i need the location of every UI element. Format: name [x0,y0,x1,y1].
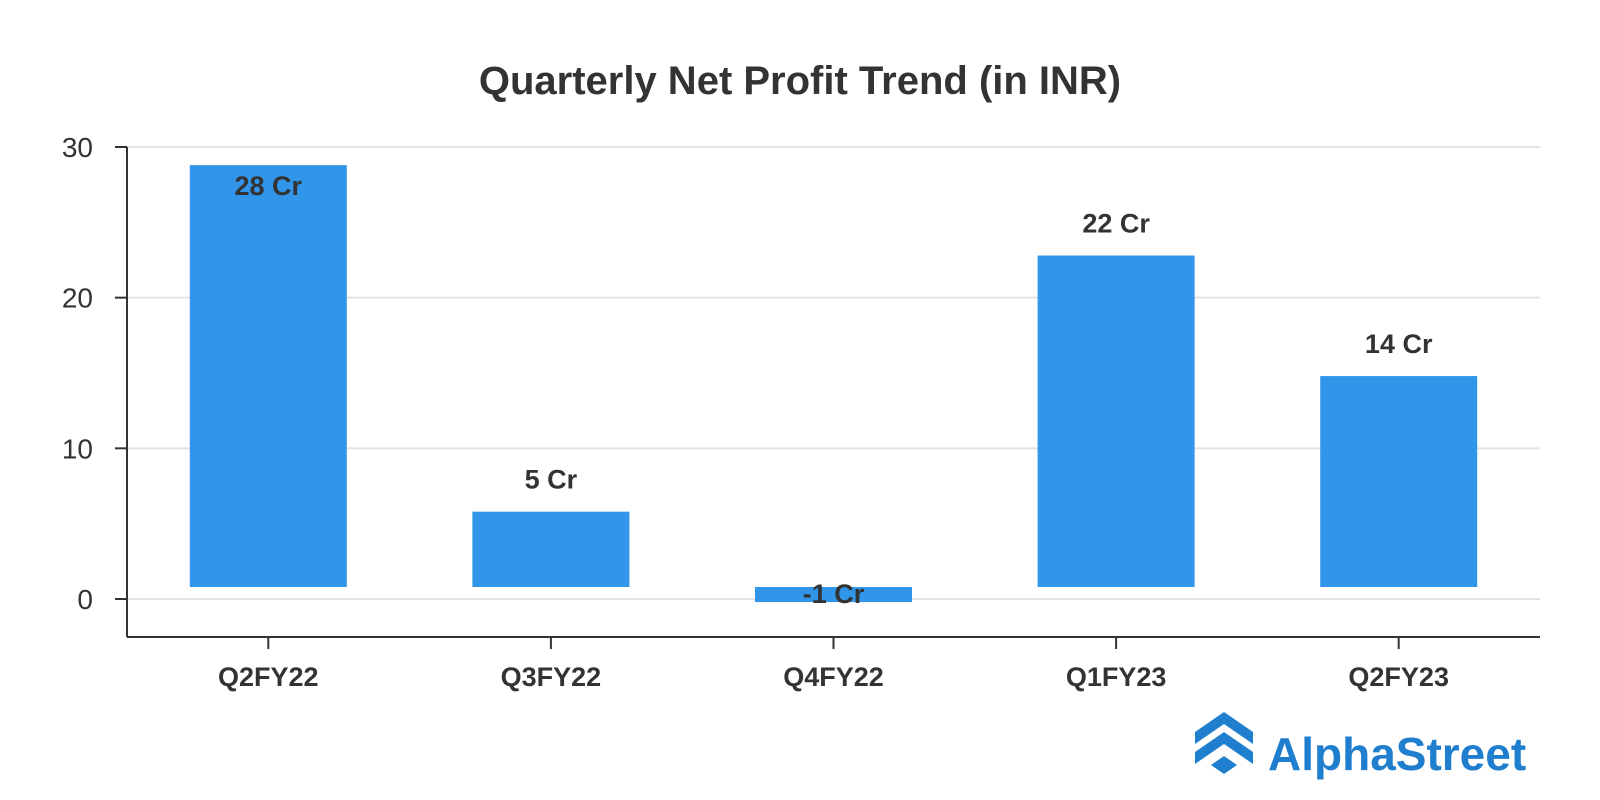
y-tick-label: 10 [62,433,93,464]
x-tick-label: Q3FY22 [501,662,602,692]
data-labels: 28 Cr 5 Cr -1 Cr 22 Cr 14 Cr [235,171,1433,609]
data-label-q2fy23: 14 Cr [1365,329,1433,359]
brand-name: AlphaStreet [1268,728,1526,780]
brand-logo: AlphaStreet [1195,712,1526,780]
bars [189,165,1478,603]
bar-q1fy23 [1037,255,1195,588]
bar-q3fy22 [472,511,630,587]
axes: 0 10 20 30 Q2FY22 Q3FY22 Q4FY22 Q1FY23 Q2FY23 [62,132,1540,692]
x-tick-label: Q2FY22 [218,662,319,692]
y-tick-label: 0 [77,584,93,615]
data-label-q1fy23: 22 Cr [1082,209,1150,239]
x-tick-label: Q2FY23 [1348,662,1449,692]
data-label-q4fy22: -1 Cr [803,579,865,609]
y-tick-label: 20 [62,283,93,314]
bar-q4fy22 [755,587,912,603]
chart-title: Quarterly Net Profit Trend (in INR) [479,59,1121,103]
data-label-q3fy22: 5 Cr [525,465,578,495]
data-label-q2fy22: 28 Cr [235,171,303,201]
x-tick-label: Q1FY23 [1066,662,1167,692]
chevron-stack-logo-icon [1195,712,1253,774]
y-tick-label: 30 [62,132,93,163]
bar-q2fy23 [1320,376,1478,587]
bar-q2fy22 [189,165,347,587]
x-tick-label: Q4FY22 [783,662,884,692]
